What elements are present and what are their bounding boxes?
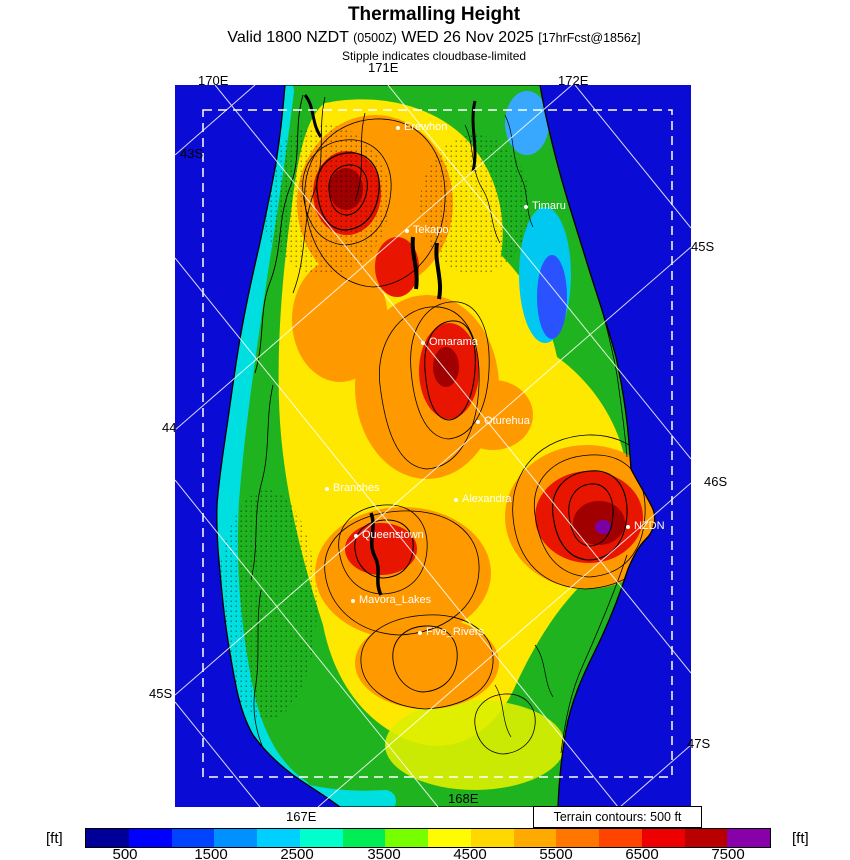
colorbar-unit-right: [ft] <box>792 830 809 847</box>
place-dot <box>351 598 355 603</box>
colorbar-segment <box>599 829 642 847</box>
colorbar-segment <box>556 829 599 847</box>
place-label: Timaru <box>532 200 566 212</box>
colorbar-segment <box>727 829 770 847</box>
valid-zulu: (0500Z) <box>353 31 397 45</box>
place-label: Tekapo <box>413 224 449 236</box>
colorbar-tick-500: 500 <box>112 846 138 860</box>
forecast-ref: [17hrFcst@1856z] <box>538 31 641 45</box>
colorbar-segment <box>86 829 129 847</box>
place-dot <box>626 524 630 529</box>
valid-prefix: Valid 1800 NZDT <box>227 29 349 46</box>
place-marker-tekapo: Tekapo <box>405 225 448 236</box>
contour-lines <box>250 94 655 766</box>
colorbar-unit-left: [ft] <box>46 830 63 847</box>
colorbar-segment <box>342 829 386 847</box>
place-marker-omarama: Omarama <box>421 337 478 348</box>
map-area <box>174 84 692 808</box>
place-dot <box>325 486 329 491</box>
place-dot <box>396 125 400 130</box>
colorbar-segment <box>513 829 557 847</box>
place-label: Queenstown <box>362 529 424 541</box>
colorbar-segment <box>428 829 471 847</box>
place-dot <box>418 630 422 635</box>
gridline-label-170e: 170E <box>198 73 229 88</box>
gridline-label-45s-left: 45S <box>149 686 173 701</box>
colorbar-segment <box>299 829 343 847</box>
place-label: Alexandra <box>462 493 512 505</box>
gridline-label-45s-right: 45S <box>691 239 715 254</box>
place-label: Branches <box>333 482 380 494</box>
place-marker-nzdn: NZDN <box>626 521 665 532</box>
terrain-contours-note: Terrain contours: 500 ft <box>533 806 702 828</box>
gridline-label-168e: 168E <box>448 791 479 806</box>
place-marker-branches: Branches <box>325 483 379 494</box>
valid-date: WED 26 Nov 2025 <box>401 29 534 46</box>
stipple-note: Stipple indicates cloudbase-limited <box>341 49 527 63</box>
colorbar-segment <box>684 829 728 847</box>
place-dot <box>524 204 528 209</box>
place-marker-five-rivers: Five_Rivers <box>418 627 484 638</box>
stipple-regions <box>217 125 530 720</box>
colorbar-segment <box>257 829 300 847</box>
colorbar-segment <box>128 829 172 847</box>
colorbar-tick-1500: 1500 <box>194 846 228 860</box>
place-dot <box>354 533 358 538</box>
place-label: Erewhon <box>404 121 448 133</box>
colorbar-segment <box>171 829 215 847</box>
colorbar-tick-4500: 4500 <box>453 846 487 860</box>
thermal-map <box>174 84 692 808</box>
place-marker-oturehua: Oturehua <box>476 416 530 427</box>
colorbar-segment <box>470 829 514 847</box>
colorbar-tick-5500: 5500 <box>539 846 573 860</box>
gridline-label-47s: 47S <box>687 736 711 751</box>
place-label: Omarama <box>429 336 478 348</box>
gridline-label-43s: 43S <box>180 146 204 161</box>
place-dot <box>476 419 480 424</box>
valid-time-line: Valid 1800 NZDT (0500Z) WED 26 Nov 2025 … <box>0 29 850 47</box>
colorbar-segment <box>641 829 685 847</box>
colorbar-segments <box>85 828 771 848</box>
place-marker-alexandra: Alexandra <box>454 494 512 505</box>
place-dot <box>454 497 458 502</box>
place-label: NZDN <box>634 520 665 532</box>
place-marker-queenstown: Queenstown <box>354 530 424 541</box>
colorbar-tick-3500: 3500 <box>367 846 401 860</box>
gridline-label-44s: 44 <box>162 420 177 435</box>
place-label: Five_Rivers <box>426 626 485 638</box>
place-marker-mavora-lakes: Mavora_Lakes <box>351 595 431 606</box>
place-marker-erewhon: Erewhon <box>396 122 447 133</box>
gridline-label-167e: 167E <box>286 809 317 824</box>
colorbar-tick-7500: 7500 <box>711 846 745 860</box>
place-dot <box>405 228 409 233</box>
domain-frame <box>202 109 673 778</box>
place-label: Mavora_Lakes <box>359 594 432 606</box>
place-dot <box>421 340 425 345</box>
colorbar-segment <box>385 829 428 847</box>
place-label: Oturehua <box>484 415 530 427</box>
colorbar-tick-6500: 6500 <box>625 846 659 860</box>
page-title: Thermalling Height <box>347 4 521 25</box>
gridline-label-172e: 172E <box>558 73 589 88</box>
gridline-label-46s: 46S <box>704 474 728 489</box>
colorbar-tick-2500: 2500 <box>280 846 314 860</box>
colorbar-segment <box>214 829 257 847</box>
place-marker-timaru: Timaru <box>524 201 566 212</box>
header: Thermalling Height Valid 1800 NZDT (0500… <box>0 0 850 63</box>
gridline-label-171e: 171E <box>368 60 399 75</box>
